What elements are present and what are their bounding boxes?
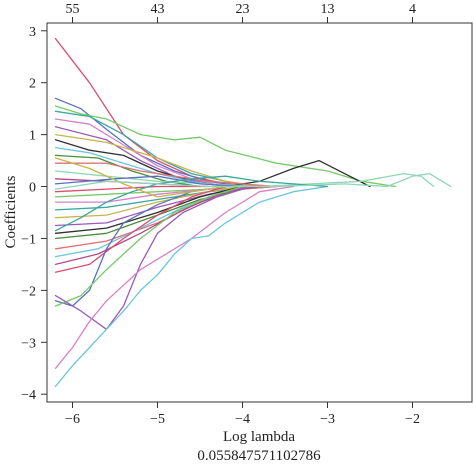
coefficient-path-3 [54, 105, 397, 188]
y-tick-label: −1 [21, 232, 36, 247]
coefficient-path-9 [54, 146, 227, 188]
coefficient-path-26 [54, 185, 227, 273]
coefficient-path-19 [54, 185, 244, 219]
coefficient-path-29 [54, 185, 252, 330]
coefficient-path-17 [54, 185, 261, 203]
top-tick-label: 55 [66, 2, 80, 17]
y-tick-label: 3 [29, 25, 36, 40]
coefficient-path-32 [54, 175, 329, 232]
coefficient-path-31 [54, 185, 329, 388]
plot-frame [46, 22, 473, 403]
x-tick-label: −4 [235, 412, 250, 427]
y-axis-title: Coefficients [3, 175, 19, 248]
x-tick-label: −6 [65, 412, 80, 427]
y-tick-label: 2 [29, 77, 36, 92]
x-tick-label: −5 [150, 412, 165, 427]
coefficient-path-18 [54, 185, 261, 211]
y-tick-label: −3 [21, 336, 36, 351]
x-axis: −6 −5 −4 −3 −2 [65, 402, 420, 427]
coefficient-path-28 [54, 185, 244, 307]
coefficient-path-11 [54, 162, 278, 188]
x-axis-value: 0.055847571102786 [197, 448, 321, 464]
coefficient-path-33 [54, 157, 227, 198]
top-tick-label: 43 [151, 2, 165, 17]
y-tick-label: 0 [29, 181, 36, 196]
y-axis: −4 −3 −2 −1 0 1 2 3 [21, 25, 47, 403]
coefficient-path-10 [54, 154, 201, 188]
coefficient-path-27 [54, 185, 227, 307]
y-tick-label: −4 [21, 388, 36, 403]
x-tick-label: −2 [405, 412, 420, 427]
coefficient-path-7 [54, 133, 261, 188]
coefficient-path-34 [54, 172, 452, 190]
coefficient-path-12 [54, 170, 435, 188]
x-axis-title: Log lambda [223, 429, 295, 445]
coefficient-path-14 [54, 175, 244, 188]
top-tick-label: 4 [409, 2, 416, 17]
y-tick-label: −2 [21, 284, 36, 299]
top-axis: 55 43 23 13 4 [66, 2, 416, 23]
top-tick-label: 13 [321, 2, 335, 17]
top-tick-label: 23 [236, 2, 250, 17]
x-tick-label: −3 [320, 412, 335, 427]
y-tick-label: 1 [29, 129, 36, 144]
coefficient-path-30 [54, 185, 295, 369]
coefficient-path-21 [54, 185, 244, 234]
series-layer [54, 37, 452, 388]
